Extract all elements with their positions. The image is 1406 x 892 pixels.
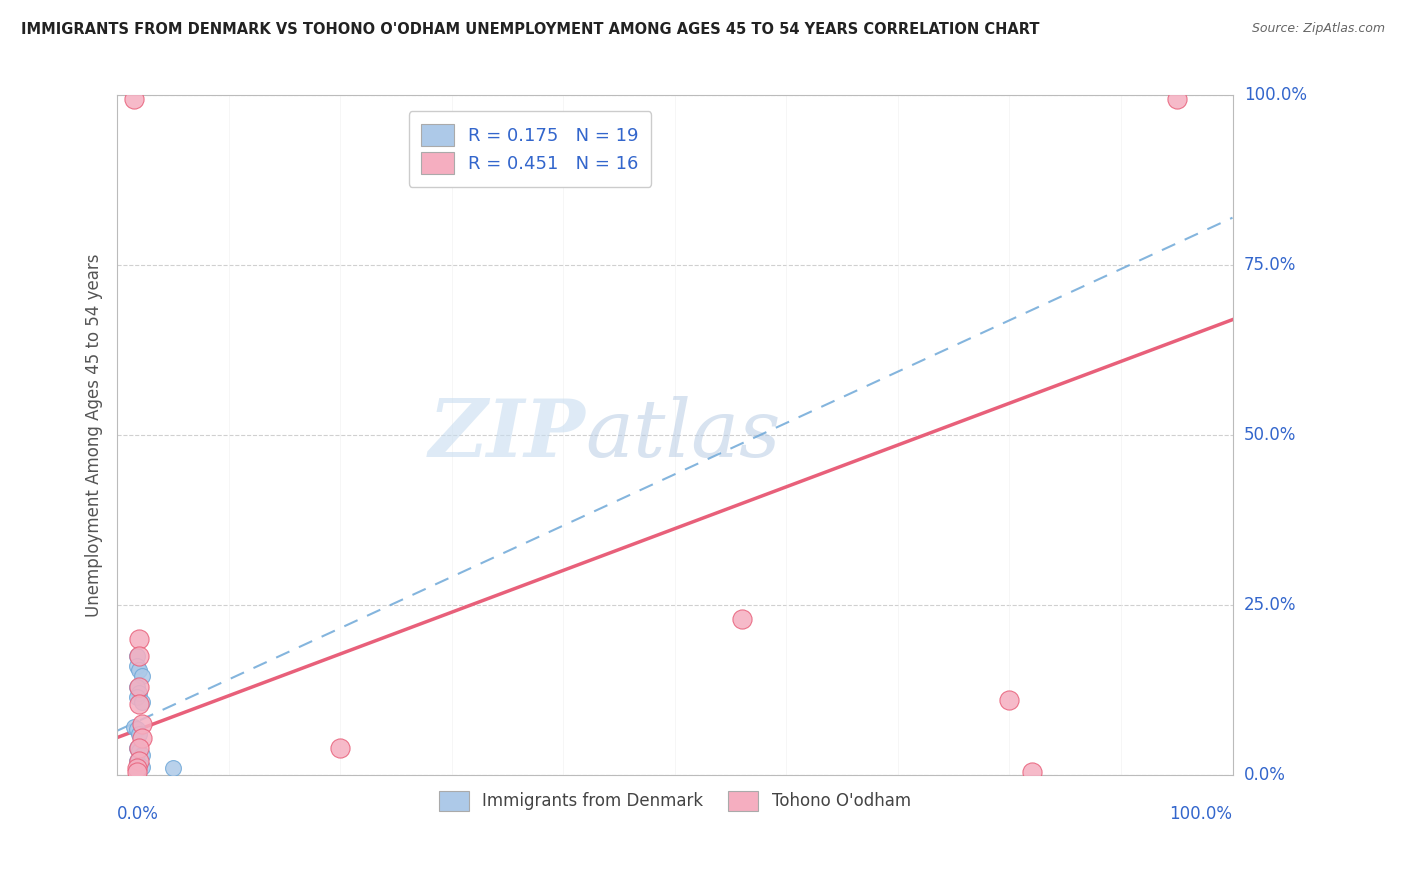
Point	[128, 755, 150, 769]
Point	[128, 727, 150, 741]
Point	[1166, 92, 1188, 106]
Text: 25.0%: 25.0%	[1244, 596, 1296, 614]
Point	[329, 740, 352, 755]
Point	[731, 612, 754, 626]
Point	[127, 763, 149, 777]
Point	[127, 690, 149, 704]
Point	[127, 648, 149, 663]
Point	[128, 686, 150, 700]
Point	[131, 694, 153, 708]
Point	[128, 632, 150, 646]
Text: 50.0%: 50.0%	[1244, 426, 1296, 444]
Point	[128, 663, 150, 677]
Point	[127, 722, 149, 736]
Text: 0.0%: 0.0%	[1244, 766, 1285, 784]
Text: Source: ZipAtlas.com: Source: ZipAtlas.com	[1251, 22, 1385, 36]
Point	[127, 761, 149, 775]
Point	[128, 740, 150, 755]
Point	[998, 693, 1021, 707]
Legend: Immigrants from Denmark, Tohono O'odham: Immigrants from Denmark, Tohono O'odham	[432, 784, 918, 818]
Point	[127, 680, 149, 694]
Point	[127, 659, 149, 673]
Point	[127, 764, 149, 779]
Text: 100.0%: 100.0%	[1244, 87, 1306, 104]
Point	[131, 747, 153, 762]
Point	[127, 740, 149, 755]
Point	[1021, 764, 1043, 779]
Text: 0.0%: 0.0%	[117, 805, 159, 823]
Point	[162, 761, 184, 775]
Point	[131, 731, 153, 745]
Text: atlas: atlas	[586, 396, 780, 474]
Point	[122, 720, 145, 734]
Point	[128, 680, 150, 694]
Text: ZIP: ZIP	[429, 396, 586, 474]
Point	[128, 757, 150, 772]
Text: 75.0%: 75.0%	[1244, 256, 1296, 274]
Point	[128, 697, 150, 711]
Point	[122, 92, 145, 106]
Text: IMMIGRANTS FROM DENMARK VS TOHONO O'ODHAM UNEMPLOYMENT AMONG AGES 45 TO 54 YEARS: IMMIGRANTS FROM DENMARK VS TOHONO O'ODHA…	[21, 22, 1039, 37]
Point	[127, 755, 149, 769]
Point	[131, 717, 153, 731]
Text: 100.0%: 100.0%	[1170, 805, 1233, 823]
Y-axis label: Unemployment Among Ages 45 to 54 years: Unemployment Among Ages 45 to 54 years	[86, 253, 103, 617]
Point	[131, 760, 153, 774]
Point	[131, 669, 153, 683]
Point	[128, 648, 150, 663]
Point	[128, 744, 150, 758]
